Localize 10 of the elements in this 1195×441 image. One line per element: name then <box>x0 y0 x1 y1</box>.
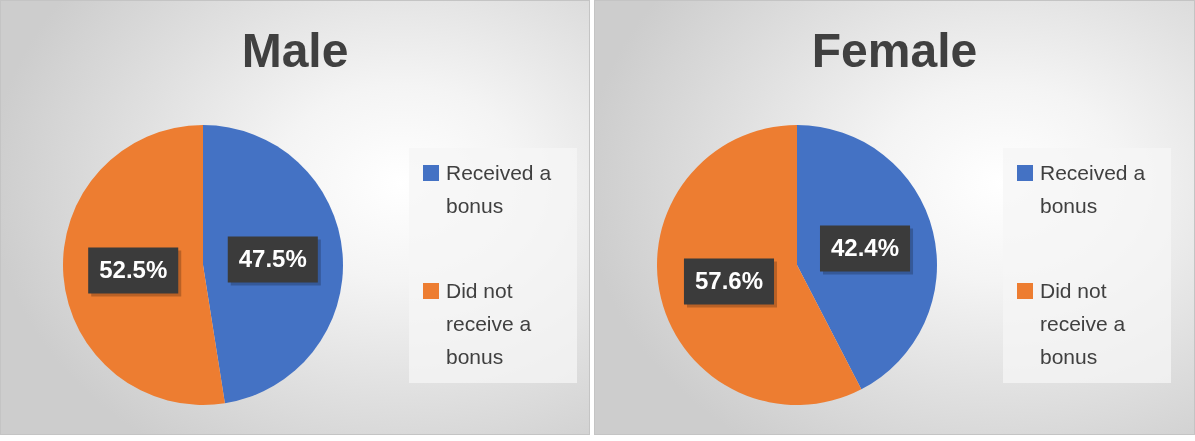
legend-label: Received a bonus <box>446 161 552 217</box>
data-label: 47.5% <box>238 245 307 273</box>
data-label: 52.5% <box>99 256 168 284</box>
chart-title: Female <box>810 23 979 79</box>
legend-label: Received a bonus <box>1040 161 1146 217</box>
legend-label: Did not receive a bonus <box>1040 279 1126 368</box>
chart-title: Male <box>240 23 350 79</box>
legend-label: Did not receive a bonus <box>446 279 532 368</box>
data-label: 57.6% <box>694 267 764 295</box>
data-label: 42.4% <box>830 234 900 262</box>
